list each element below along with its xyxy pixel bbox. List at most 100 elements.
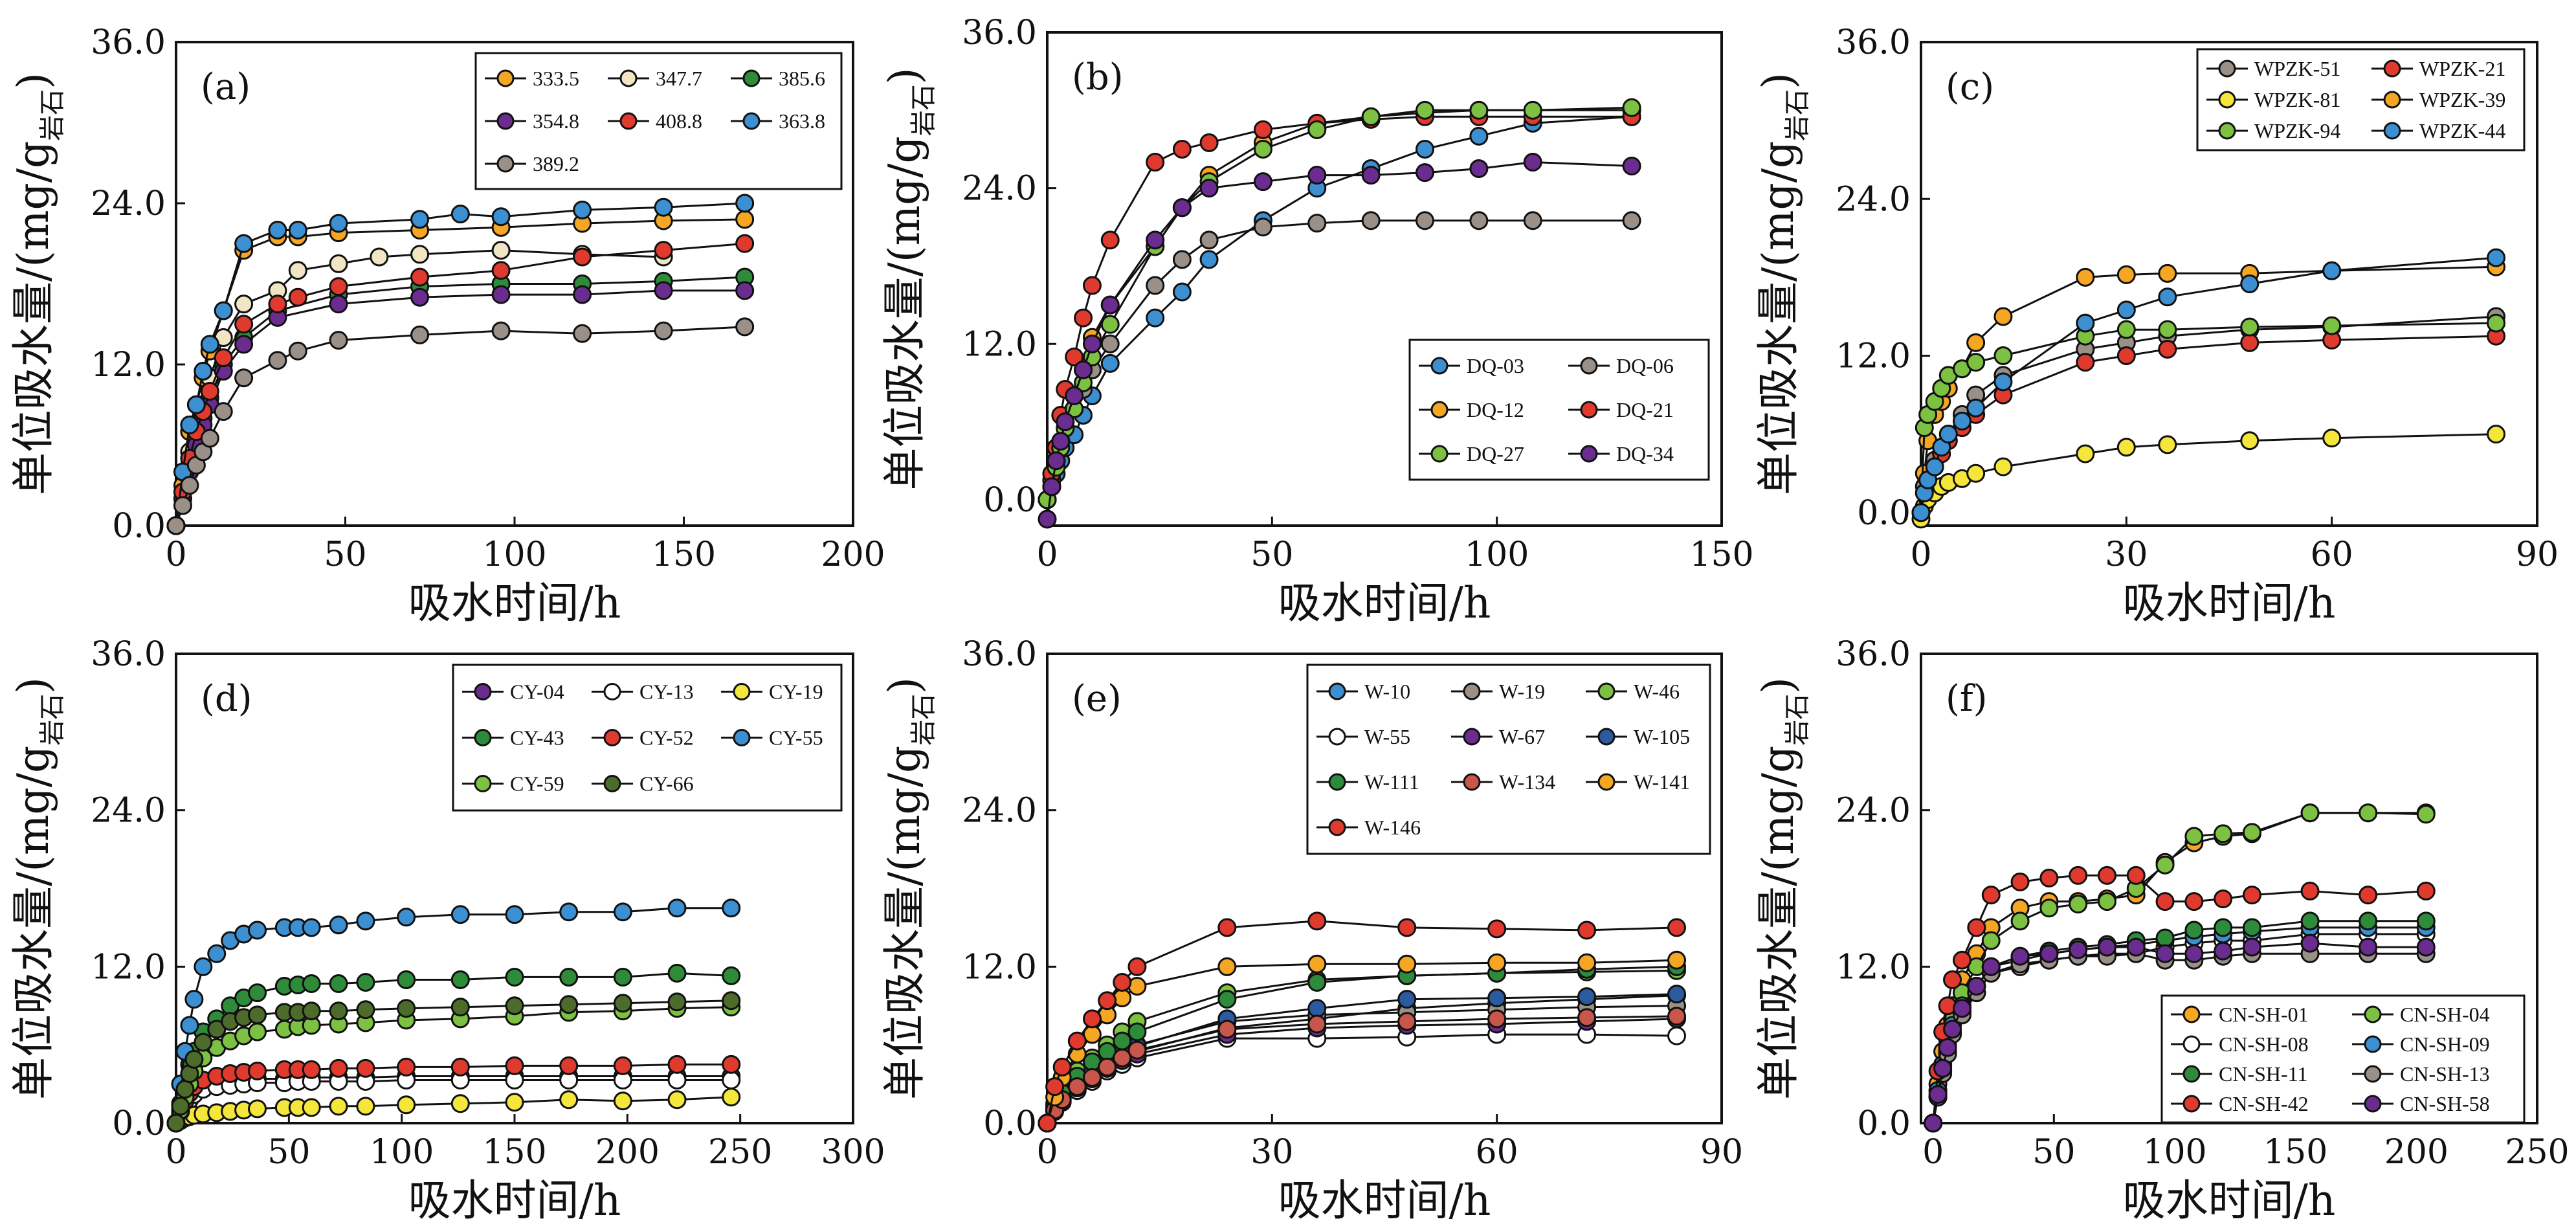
data-point bbox=[302, 1001, 321, 1021]
x-tick-label: 0 bbox=[165, 535, 186, 574]
data-point bbox=[2155, 892, 2175, 911]
legend-marker bbox=[2218, 91, 2236, 109]
data-point bbox=[654, 281, 673, 300]
data-point bbox=[248, 1022, 267, 1042]
data-point bbox=[1172, 250, 1192, 269]
legend-label: CN-SH-01 bbox=[2219, 1003, 2309, 1026]
y-tick-label: 36.0 bbox=[962, 14, 1037, 52]
legend: 333.5 347.7 385.6 354.8 408.8 363.8 389.2 bbox=[474, 52, 843, 190]
data-point bbox=[1217, 1020, 1237, 1039]
legend-item: CN-SH-11 bbox=[2171, 1062, 2307, 1086]
legend-label: W-55 bbox=[1364, 725, 1410, 748]
x-axis-title: 吸水时间/h bbox=[1278, 1176, 1491, 1225]
legend-item: DQ-21 bbox=[1568, 398, 1674, 421]
data-point bbox=[166, 516, 186, 535]
data-point bbox=[329, 974, 348, 994]
data-point bbox=[2416, 937, 2436, 957]
legend-marker bbox=[2218, 122, 2236, 140]
data-point bbox=[2116, 320, 2136, 339]
data-point bbox=[1253, 218, 1272, 237]
data-point bbox=[2416, 805, 2436, 824]
y-tick-label: 12.0 bbox=[1836, 948, 1911, 987]
y-tick-label: 12.0 bbox=[962, 325, 1037, 364]
data-point bbox=[559, 967, 579, 987]
legend-item: WPZK-21 bbox=[2371, 57, 2505, 80]
legend-item: CY-66 bbox=[592, 772, 694, 796]
x-tick-label: 150 bbox=[2263, 1133, 2327, 1172]
data-point bbox=[2240, 274, 2260, 293]
legend-item: W-46 bbox=[1586, 680, 1680, 703]
data-point bbox=[1038, 1113, 1057, 1133]
legend-label: CY-19 bbox=[769, 680, 823, 704]
legend-marker bbox=[619, 69, 638, 87]
data-point bbox=[491, 207, 511, 227]
data-point bbox=[667, 899, 687, 918]
legend-label: CN-SH-58 bbox=[2400, 1092, 2490, 1115]
data-point bbox=[288, 221, 307, 240]
data-point bbox=[1938, 1038, 1957, 1057]
plot-frame bbox=[1920, 41, 2538, 527]
x-tick-label: 100 bbox=[1465, 535, 1529, 574]
y-tick-label: 0.0 bbox=[112, 1104, 166, 1143]
data-point bbox=[1098, 991, 1117, 1010]
data-point bbox=[2242, 918, 2261, 937]
legend-marker bbox=[496, 112, 515, 130]
legend-item: DQ-06 bbox=[1568, 354, 1674, 377]
legend-label: 363.8 bbox=[779, 109, 825, 133]
data-point bbox=[654, 241, 673, 260]
x-axis-title: 吸水时间/h bbox=[2123, 1176, 2336, 1225]
data-point bbox=[1622, 211, 1641, 230]
legend-item: W-111 bbox=[1316, 770, 1419, 794]
y-axis-title: 单位吸水量/(mg/g岩石) bbox=[8, 677, 67, 1100]
legend-marker bbox=[2383, 60, 2401, 78]
legend-marker bbox=[474, 775, 492, 792]
data-point bbox=[2300, 882, 2320, 901]
data-point bbox=[1952, 950, 1971, 970]
data-point bbox=[2076, 353, 2095, 372]
data-point bbox=[268, 221, 287, 240]
data-point bbox=[1172, 139, 1192, 159]
data-point bbox=[613, 902, 632, 922]
panel-label: (b) bbox=[1072, 56, 1124, 98]
x-tick-label: 100 bbox=[370, 1133, 434, 1172]
data-point bbox=[491, 321, 511, 340]
y-tick-label: 12.0 bbox=[962, 948, 1037, 987]
x-axis-title: 吸水时间/h bbox=[2123, 578, 2336, 628]
data-point bbox=[356, 1058, 375, 1078]
y-tick-label: 24.0 bbox=[1836, 792, 1911, 831]
data-point bbox=[234, 335, 254, 354]
panel-d: 0 50 100 150 200 250 300 0.0 12.0 24.0 36.0 吸水时间/h 单… bbox=[8, 635, 885, 1225]
data-point bbox=[2359, 803, 2378, 823]
data-point bbox=[613, 1056, 632, 1075]
legend-marker bbox=[603, 729, 621, 746]
data-point bbox=[2116, 300, 2136, 320]
legend-label: WPZK-44 bbox=[2419, 119, 2505, 142]
data-point bbox=[1113, 973, 1132, 992]
data-point bbox=[1933, 1058, 1953, 1078]
data-point bbox=[667, 963, 687, 983]
data-point bbox=[2184, 892, 2204, 911]
legend-marker bbox=[1463, 682, 1481, 700]
data-point bbox=[667, 1071, 687, 1090]
legend-marker bbox=[603, 775, 621, 792]
data-point bbox=[2416, 882, 2436, 901]
legend-marker bbox=[2218, 60, 2236, 78]
data-point bbox=[1577, 921, 1597, 940]
panel-c: 0 30 60 90 0.0 12.0 24.0 36.0 吸水时间/h 单位吸水量/(mg/g岩… bbox=[1753, 23, 2559, 628]
data-point bbox=[410, 267, 430, 287]
legend-marker bbox=[1328, 818, 1346, 836]
x-tick-label: 0 bbox=[165, 1133, 186, 1172]
legend-marker bbox=[2182, 1035, 2201, 1053]
legend-marker bbox=[1430, 445, 1449, 463]
data-point bbox=[410, 325, 430, 344]
data-point bbox=[1065, 347, 1084, 366]
legend-label: DQ-12 bbox=[1467, 398, 1524, 421]
data-point bbox=[397, 1057, 416, 1077]
data-point bbox=[1065, 386, 1084, 405]
data-point bbox=[1667, 918, 1687, 937]
y-tick-label: 24.0 bbox=[962, 170, 1037, 208]
y-tick-label: 0.0 bbox=[983, 1104, 1037, 1143]
data-point bbox=[450, 1057, 470, 1077]
data-point bbox=[2069, 940, 2088, 959]
data-point bbox=[329, 1097, 348, 1116]
